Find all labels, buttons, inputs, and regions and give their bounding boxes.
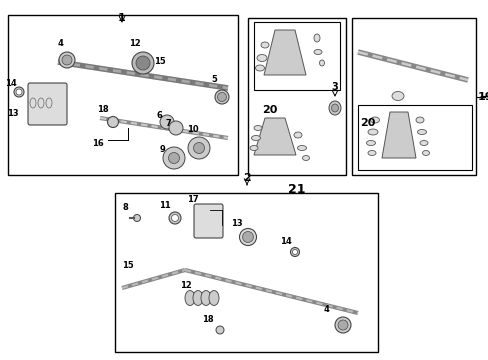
Ellipse shape xyxy=(255,65,264,71)
Text: 9: 9 xyxy=(160,145,165,154)
Text: 7: 7 xyxy=(165,120,170,129)
Text: 19: 19 xyxy=(477,91,488,102)
Ellipse shape xyxy=(249,145,258,150)
Ellipse shape xyxy=(337,320,347,330)
Text: 13: 13 xyxy=(7,108,19,117)
Text: 12: 12 xyxy=(129,39,141,48)
Ellipse shape xyxy=(367,129,377,135)
Ellipse shape xyxy=(216,326,224,334)
Ellipse shape xyxy=(62,55,72,65)
Polygon shape xyxy=(264,30,305,75)
Ellipse shape xyxy=(313,49,321,54)
Text: 21: 21 xyxy=(287,183,305,196)
Text: 15: 15 xyxy=(122,261,134,270)
Bar xyxy=(8,15,238,175)
Ellipse shape xyxy=(417,130,426,135)
Bar xyxy=(351,18,475,175)
Ellipse shape xyxy=(297,145,306,150)
Ellipse shape xyxy=(319,60,324,66)
Ellipse shape xyxy=(422,150,428,156)
Ellipse shape xyxy=(391,91,403,100)
Text: 16: 16 xyxy=(92,139,103,148)
Ellipse shape xyxy=(169,121,183,135)
Ellipse shape xyxy=(133,215,140,221)
Ellipse shape xyxy=(163,147,184,169)
Ellipse shape xyxy=(328,101,340,115)
Text: 5: 5 xyxy=(211,76,217,85)
Bar xyxy=(115,193,377,352)
Ellipse shape xyxy=(16,89,22,95)
Ellipse shape xyxy=(367,150,375,156)
Text: 3: 3 xyxy=(331,82,338,92)
Text: 6: 6 xyxy=(156,112,162,121)
Bar xyxy=(253,22,339,90)
Text: 14: 14 xyxy=(280,237,291,246)
Ellipse shape xyxy=(136,56,150,70)
Ellipse shape xyxy=(215,90,228,104)
Text: 20: 20 xyxy=(262,105,277,115)
Ellipse shape xyxy=(169,212,181,224)
Ellipse shape xyxy=(290,248,299,256)
Text: 1: 1 xyxy=(118,13,125,23)
Ellipse shape xyxy=(313,34,319,42)
Ellipse shape xyxy=(331,104,338,112)
Ellipse shape xyxy=(168,153,179,163)
Text: 11: 11 xyxy=(159,201,170,210)
Text: 2: 2 xyxy=(243,173,250,183)
Ellipse shape xyxy=(160,115,174,129)
Ellipse shape xyxy=(217,93,226,102)
Text: 8: 8 xyxy=(122,203,128,212)
Ellipse shape xyxy=(293,132,302,138)
Ellipse shape xyxy=(14,87,24,97)
Ellipse shape xyxy=(334,317,350,333)
Text: 18: 18 xyxy=(97,105,109,114)
Text: 13: 13 xyxy=(231,219,243,228)
Ellipse shape xyxy=(257,54,266,62)
Ellipse shape xyxy=(132,52,154,74)
Text: 20: 20 xyxy=(359,118,375,128)
Ellipse shape xyxy=(193,143,204,153)
Text: 4: 4 xyxy=(57,40,63,49)
Ellipse shape xyxy=(251,135,260,140)
Text: 15: 15 xyxy=(154,58,165,67)
Ellipse shape xyxy=(59,52,75,68)
Text: 18: 18 xyxy=(202,315,213,324)
FancyBboxPatch shape xyxy=(194,204,223,238)
Text: 14: 14 xyxy=(5,78,17,87)
Ellipse shape xyxy=(253,126,262,130)
Ellipse shape xyxy=(107,117,118,127)
Text: 4: 4 xyxy=(324,306,329,315)
Ellipse shape xyxy=(419,140,427,145)
Ellipse shape xyxy=(208,291,219,306)
Ellipse shape xyxy=(370,117,379,123)
Ellipse shape xyxy=(201,291,210,306)
Polygon shape xyxy=(253,118,295,155)
Text: 17: 17 xyxy=(187,195,199,204)
Ellipse shape xyxy=(193,291,203,306)
Ellipse shape xyxy=(171,215,178,221)
Ellipse shape xyxy=(187,137,209,159)
Ellipse shape xyxy=(415,117,423,123)
Ellipse shape xyxy=(302,156,309,161)
Text: 12: 12 xyxy=(180,282,191,291)
Ellipse shape xyxy=(292,249,297,255)
Ellipse shape xyxy=(261,42,268,48)
Bar xyxy=(247,18,346,175)
Text: —19: —19 xyxy=(478,91,488,102)
Text: 19: 19 xyxy=(486,91,488,102)
Polygon shape xyxy=(381,112,415,158)
FancyBboxPatch shape xyxy=(28,83,67,125)
Text: 10: 10 xyxy=(187,126,199,135)
Bar xyxy=(357,105,471,170)
Ellipse shape xyxy=(184,291,195,306)
Ellipse shape xyxy=(242,231,253,243)
Ellipse shape xyxy=(239,229,256,246)
Ellipse shape xyxy=(366,140,375,145)
